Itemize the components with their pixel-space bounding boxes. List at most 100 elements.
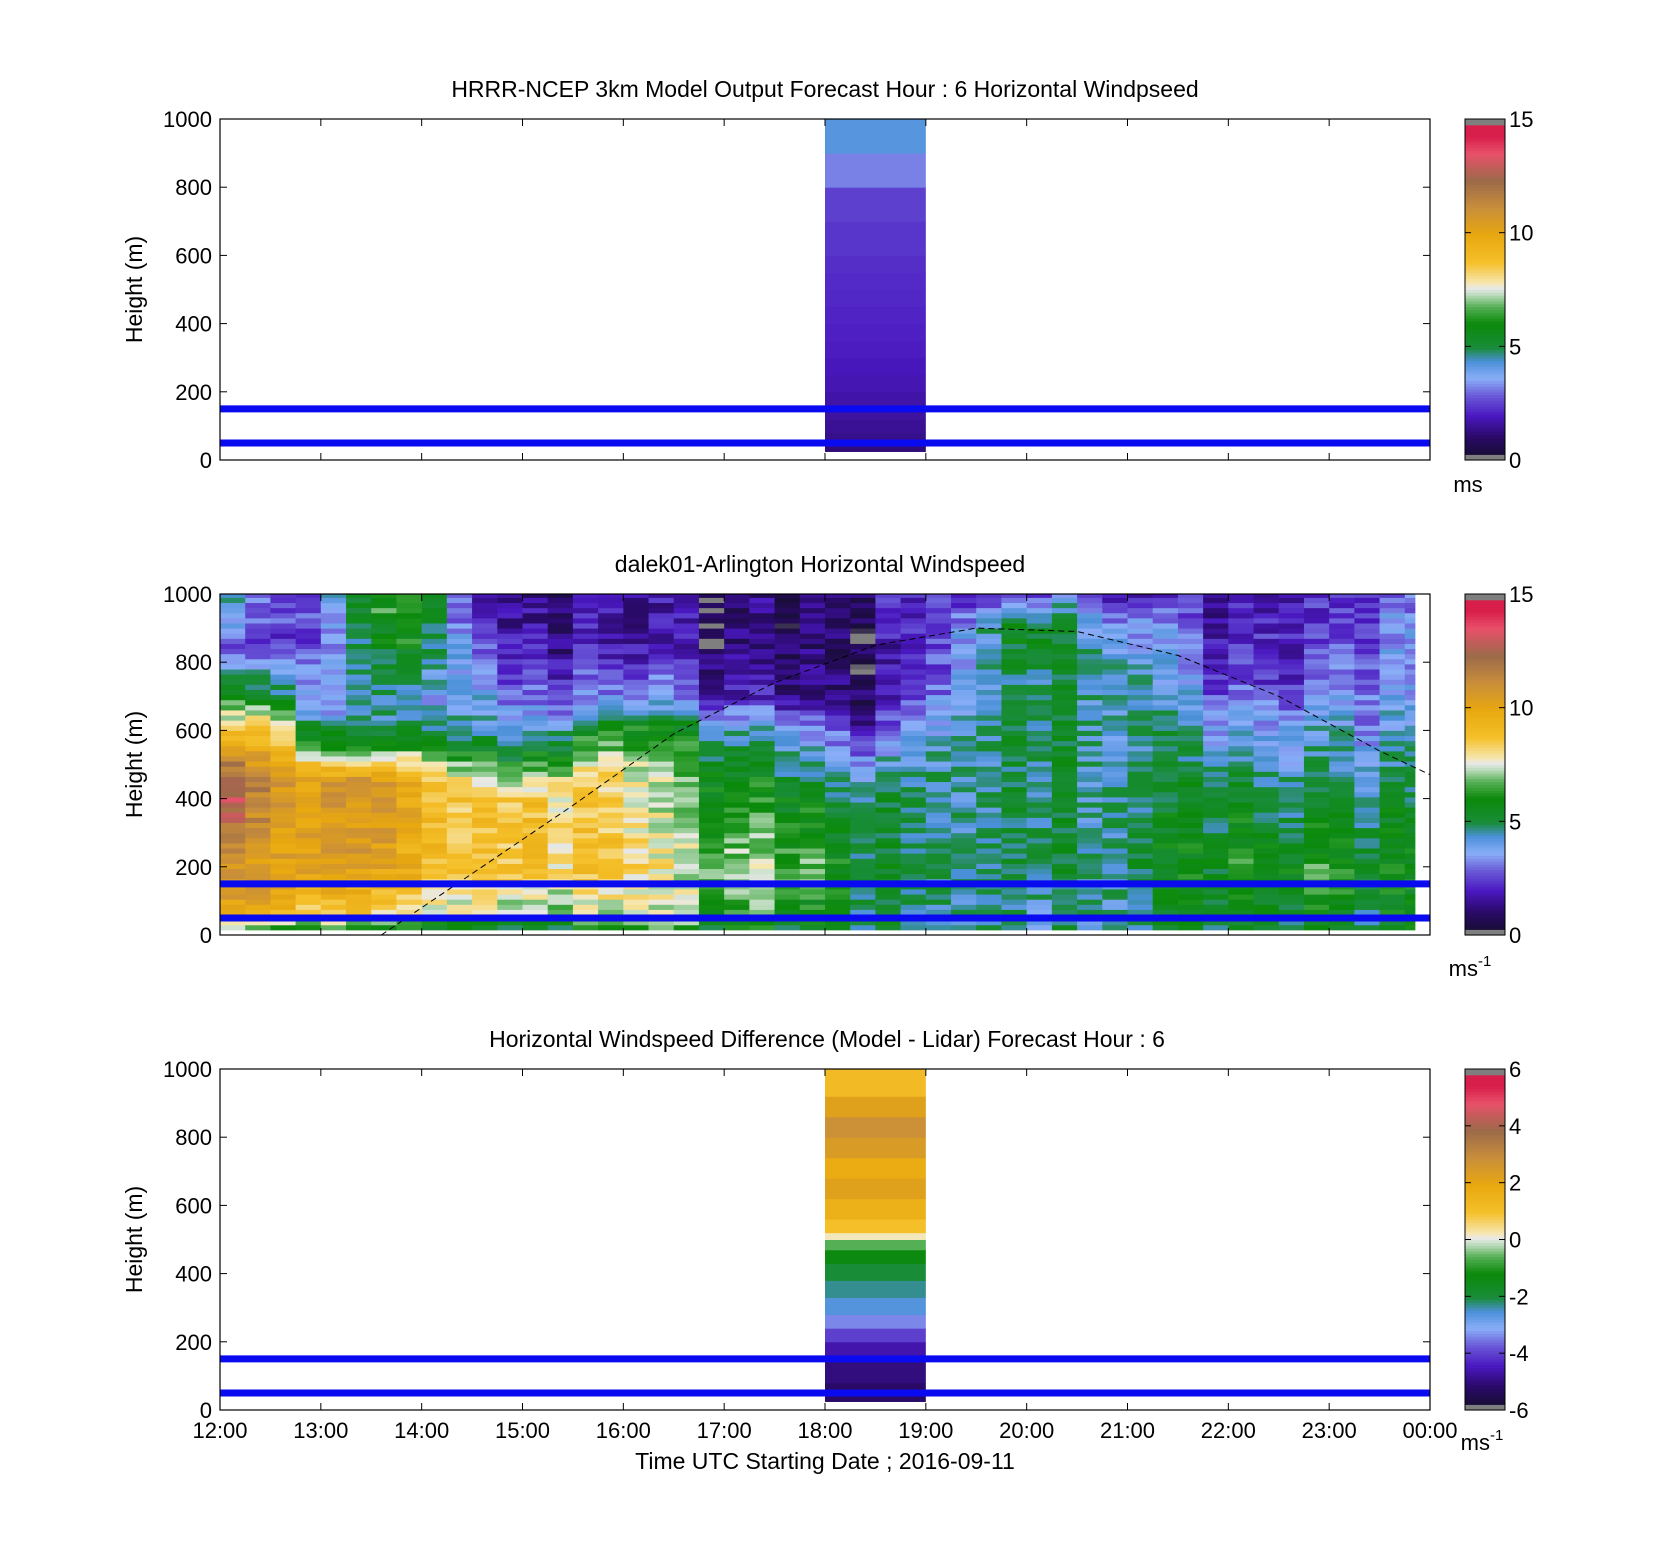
heatmap-cell bbox=[1303, 888, 1330, 895]
heatmap-cell bbox=[446, 669, 473, 675]
heatmap-cell bbox=[850, 802, 876, 808]
heatmap-cell bbox=[673, 924, 700, 931]
heatmap-cell bbox=[875, 633, 902, 639]
heatmap-cell bbox=[1152, 786, 1179, 793]
heatmap-cell bbox=[472, 924, 498, 931]
heatmap-cell bbox=[522, 694, 549, 701]
heatmap-cell bbox=[698, 694, 725, 701]
y-tick-label: 0 bbox=[200, 923, 212, 948]
heatmap-cell bbox=[623, 863, 650, 870]
heatmap-cell bbox=[1379, 771, 1406, 777]
heatmap-cell bbox=[951, 822, 977, 829]
heatmap-cell bbox=[825, 1328, 926, 1343]
heatmap-cell bbox=[900, 745, 927, 752]
heatmap-cell bbox=[799, 822, 826, 829]
heatmap-cell bbox=[572, 761, 599, 767]
heatmap-cell bbox=[572, 669, 599, 675]
heatmap-cell bbox=[900, 669, 927, 675]
heatmap-cell bbox=[1001, 674, 1028, 680]
colorbar-segment bbox=[1465, 306, 1505, 310]
heatmap-cell bbox=[749, 658, 776, 665]
heatmap-cell bbox=[1303, 863, 1330, 870]
heatmap-cell bbox=[270, 725, 297, 731]
colorbar-segment bbox=[1465, 1114, 1505, 1118]
colorbar-tick-label: 10 bbox=[1509, 221, 1533, 246]
colorbar-segment bbox=[1465, 781, 1505, 785]
heatmap-cell bbox=[1177, 699, 1204, 706]
heatmap-cell bbox=[1177, 689, 1204, 696]
heatmap-cell bbox=[1329, 904, 1355, 910]
heatmap-cell bbox=[648, 755, 675, 762]
heatmap-cell bbox=[1303, 766, 1330, 772]
heatmap-cell bbox=[1102, 709, 1128, 716]
colorbar-segment bbox=[1465, 676, 1505, 680]
heatmap-cell bbox=[421, 597, 448, 604]
heatmap-cell bbox=[396, 612, 423, 619]
heatmap-cell bbox=[1177, 628, 1204, 634]
heatmap-cell bbox=[396, 842, 423, 849]
heatmap-cell bbox=[623, 776, 650, 783]
colorbar-unit-superscript: -1 bbox=[1490, 1427, 1503, 1444]
heatmap-cell bbox=[749, 684, 776, 690]
heatmap-cell bbox=[220, 791, 246, 798]
heatmap-cell bbox=[1354, 653, 1381, 660]
colorbar-unit: ms bbox=[1453, 472, 1482, 497]
heatmap-cell bbox=[749, 791, 776, 798]
heatmap-cell bbox=[320, 745, 347, 752]
heatmap-cell bbox=[346, 842, 372, 849]
heatmap-cell bbox=[1177, 832, 1204, 839]
heatmap-cell bbox=[698, 817, 725, 823]
heatmap-cell bbox=[799, 597, 826, 604]
heatmap-cell bbox=[648, 663, 675, 670]
heatmap-cell bbox=[1026, 735, 1053, 742]
heatmap-cell bbox=[1354, 807, 1381, 813]
heatmap-cell bbox=[220, 766, 246, 772]
heatmap-cell bbox=[1102, 832, 1128, 839]
heatmap-cell bbox=[497, 720, 523, 726]
heatmap-cell bbox=[421, 853, 448, 859]
heatmap-cell bbox=[1354, 674, 1381, 680]
heatmap-cell bbox=[698, 597, 725, 604]
heatmap-cell bbox=[1077, 873, 1103, 880]
heatmap-cell bbox=[245, 612, 271, 619]
heatmap-cell bbox=[245, 617, 271, 624]
heatmap-cell bbox=[446, 807, 473, 813]
colorbar-segment bbox=[1465, 451, 1505, 455]
heatmap-cell bbox=[472, 796, 498, 803]
colorbar-segment bbox=[1465, 920, 1505, 925]
heatmap-cell bbox=[572, 725, 599, 731]
heatmap-cell bbox=[724, 730, 750, 737]
heatmap-cell bbox=[245, 812, 271, 818]
heatmap-cell bbox=[598, 658, 624, 665]
heatmap-cell bbox=[850, 602, 876, 609]
heatmap-cell bbox=[1127, 663, 1154, 670]
heatmap-cell bbox=[951, 853, 977, 859]
heatmap-cell bbox=[346, 776, 372, 783]
heatmap-cell bbox=[850, 594, 876, 598]
heatmap-cell bbox=[825, 725, 851, 731]
heatmap-cell bbox=[648, 622, 675, 629]
heatmap-cell bbox=[1253, 755, 1280, 762]
colorbar-segment bbox=[1465, 1299, 1505, 1303]
heatmap-cell bbox=[648, 812, 675, 818]
heatmap-cell bbox=[875, 894, 902, 900]
heatmap-cell bbox=[295, 740, 322, 747]
heatmap-cell bbox=[421, 837, 448, 844]
heatmap-cell bbox=[1379, 674, 1406, 680]
heatmap-cell bbox=[572, 750, 599, 757]
heatmap-cell bbox=[698, 684, 725, 690]
colorbar-segment bbox=[1465, 1404, 1505, 1408]
heatmap-cell bbox=[749, 622, 776, 629]
heatmap-cell bbox=[1152, 761, 1179, 767]
colorbar-segment bbox=[1465, 809, 1505, 814]
colorbar-segment bbox=[1465, 747, 1505, 751]
heatmap-cell bbox=[295, 771, 322, 777]
heatmap-cell bbox=[1278, 730, 1305, 737]
heatmap-cell bbox=[1404, 735, 1416, 742]
colorbar-segment bbox=[1465, 425, 1505, 430]
heatmap-cell bbox=[421, 873, 448, 880]
heatmap-cell bbox=[673, 822, 700, 829]
heatmap-cell bbox=[220, 837, 246, 844]
heatmap-cell bbox=[547, 740, 574, 747]
heatmap-cell bbox=[1379, 602, 1406, 609]
